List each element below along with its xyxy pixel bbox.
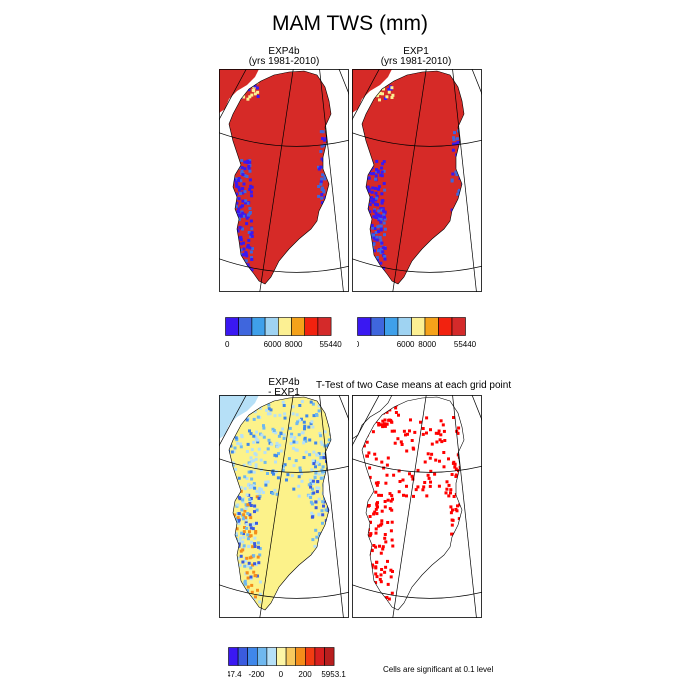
longitude-line xyxy=(319,395,344,618)
colorbar-label: 5953.1 xyxy=(321,670,346,679)
colorbar-box xyxy=(228,647,239,666)
colorbar-label: 8000 xyxy=(418,340,436,349)
longitude-line xyxy=(338,69,349,95)
colorbar-box xyxy=(256,647,268,666)
longitude-line xyxy=(392,69,427,292)
ellesmere-island xyxy=(219,69,259,113)
coastline xyxy=(228,70,332,285)
map-border xyxy=(352,69,482,292)
figure-title: MAM TWS (mm) xyxy=(272,12,428,35)
colorbar-difference: -7247.4 -200 0 200 5953.1 xyxy=(228,647,346,679)
colorbar-label: 0 xyxy=(357,340,360,349)
panel-title-sub: - EXP1 xyxy=(268,387,300,398)
colorbar-box xyxy=(305,647,316,666)
colorbar-label: 0 xyxy=(279,670,284,679)
colorbar-box xyxy=(285,647,296,666)
latitude-line xyxy=(219,132,349,147)
colorbar-box xyxy=(295,647,306,666)
colorbar-box xyxy=(266,647,277,666)
colorbar-label: 55440 xyxy=(319,340,342,349)
colorbar-label: -200 xyxy=(248,670,265,679)
map-exp4b xyxy=(219,69,349,292)
colorbar-label: 10 xyxy=(225,340,230,349)
colorbar-box xyxy=(411,317,426,336)
significance-note: Cells are significant at 0.1 level xyxy=(383,665,494,674)
longitude-line xyxy=(392,395,427,618)
ellesmere-island xyxy=(219,395,259,439)
latitude-line xyxy=(352,258,482,273)
coastline xyxy=(228,396,332,611)
colorbar-box xyxy=(397,317,412,336)
colorbar-label: 8000 xyxy=(285,340,303,349)
ellesmere-island xyxy=(352,69,392,113)
colorbar-box xyxy=(251,317,266,336)
panel-title-ttest: T-Test of two Case means at each grid po… xyxy=(316,380,512,391)
panel-title-exp4b: EXP4b (yrs 1981-2010) xyxy=(219,47,349,67)
colorbar-label: 55440 xyxy=(454,340,477,349)
ellesmere-coastline xyxy=(352,395,393,440)
colorbar-box xyxy=(370,317,385,336)
latitude-line xyxy=(352,132,482,147)
latitude-line xyxy=(352,584,482,599)
map-exp1 xyxy=(352,69,482,292)
longitude-line xyxy=(471,69,482,95)
colorbar-label: 6000 xyxy=(397,340,415,349)
map-ttest xyxy=(352,395,482,618)
colorbar-box xyxy=(291,317,305,336)
colorbar-box xyxy=(277,317,292,336)
greenland-land xyxy=(362,71,464,284)
panel-title-sub: (yrs 1981-2010) xyxy=(248,56,320,67)
greenland-land xyxy=(362,397,464,610)
longitude-line xyxy=(471,395,482,421)
latitude-line xyxy=(219,458,349,473)
panel-title-difference: EXP4b - EXP1 xyxy=(219,378,349,398)
longitude-line xyxy=(452,395,477,618)
panel-title-exp1: EXP1 (yrs 1981-2010) xyxy=(351,47,481,67)
colorbar-box xyxy=(438,317,453,336)
latitude-line xyxy=(352,458,482,473)
longitude-line xyxy=(452,69,477,292)
colorbar-box xyxy=(237,647,249,666)
greenland-land xyxy=(229,71,331,284)
colorbar-box xyxy=(276,647,287,666)
colorbar-box xyxy=(304,317,319,336)
colorbar-box xyxy=(357,317,372,336)
colorbar-box xyxy=(424,317,439,336)
longitude-line xyxy=(338,395,349,421)
colorbar-box xyxy=(451,317,466,336)
map-border xyxy=(219,395,349,618)
colorbar-box xyxy=(314,647,325,666)
panel-title-main: EXP4b xyxy=(268,46,300,57)
coastline xyxy=(361,70,465,285)
colorbar-box xyxy=(225,317,239,336)
panel-title-sub: (yrs 1981-2010) xyxy=(380,56,452,67)
latitude-line xyxy=(219,258,349,273)
colorbar-box xyxy=(238,317,253,336)
longitude-line xyxy=(259,395,294,618)
map-border xyxy=(352,395,482,618)
colorbar-box xyxy=(384,317,399,336)
ellesmere-island xyxy=(352,395,392,439)
colorbar-box xyxy=(247,647,258,666)
diff-map-row xyxy=(219,395,482,618)
colorbar-box xyxy=(324,647,335,666)
panel-title-main: EXP1 xyxy=(403,46,429,57)
coastline xyxy=(361,396,465,611)
tws-map-row xyxy=(219,69,482,292)
panel-title-main: EXP4b xyxy=(268,377,300,388)
latitude-line xyxy=(219,584,349,599)
colorbar-label: -7247.4 xyxy=(228,670,242,679)
colorbar-box xyxy=(264,317,279,336)
map-border xyxy=(219,69,349,292)
colorbar-label: 200 xyxy=(298,670,312,679)
longitude-line xyxy=(259,69,294,292)
longitude-line xyxy=(319,69,344,292)
colorbar-label: 6000 xyxy=(264,340,282,349)
colorbar-box xyxy=(317,317,332,336)
map-difference xyxy=(219,395,349,618)
